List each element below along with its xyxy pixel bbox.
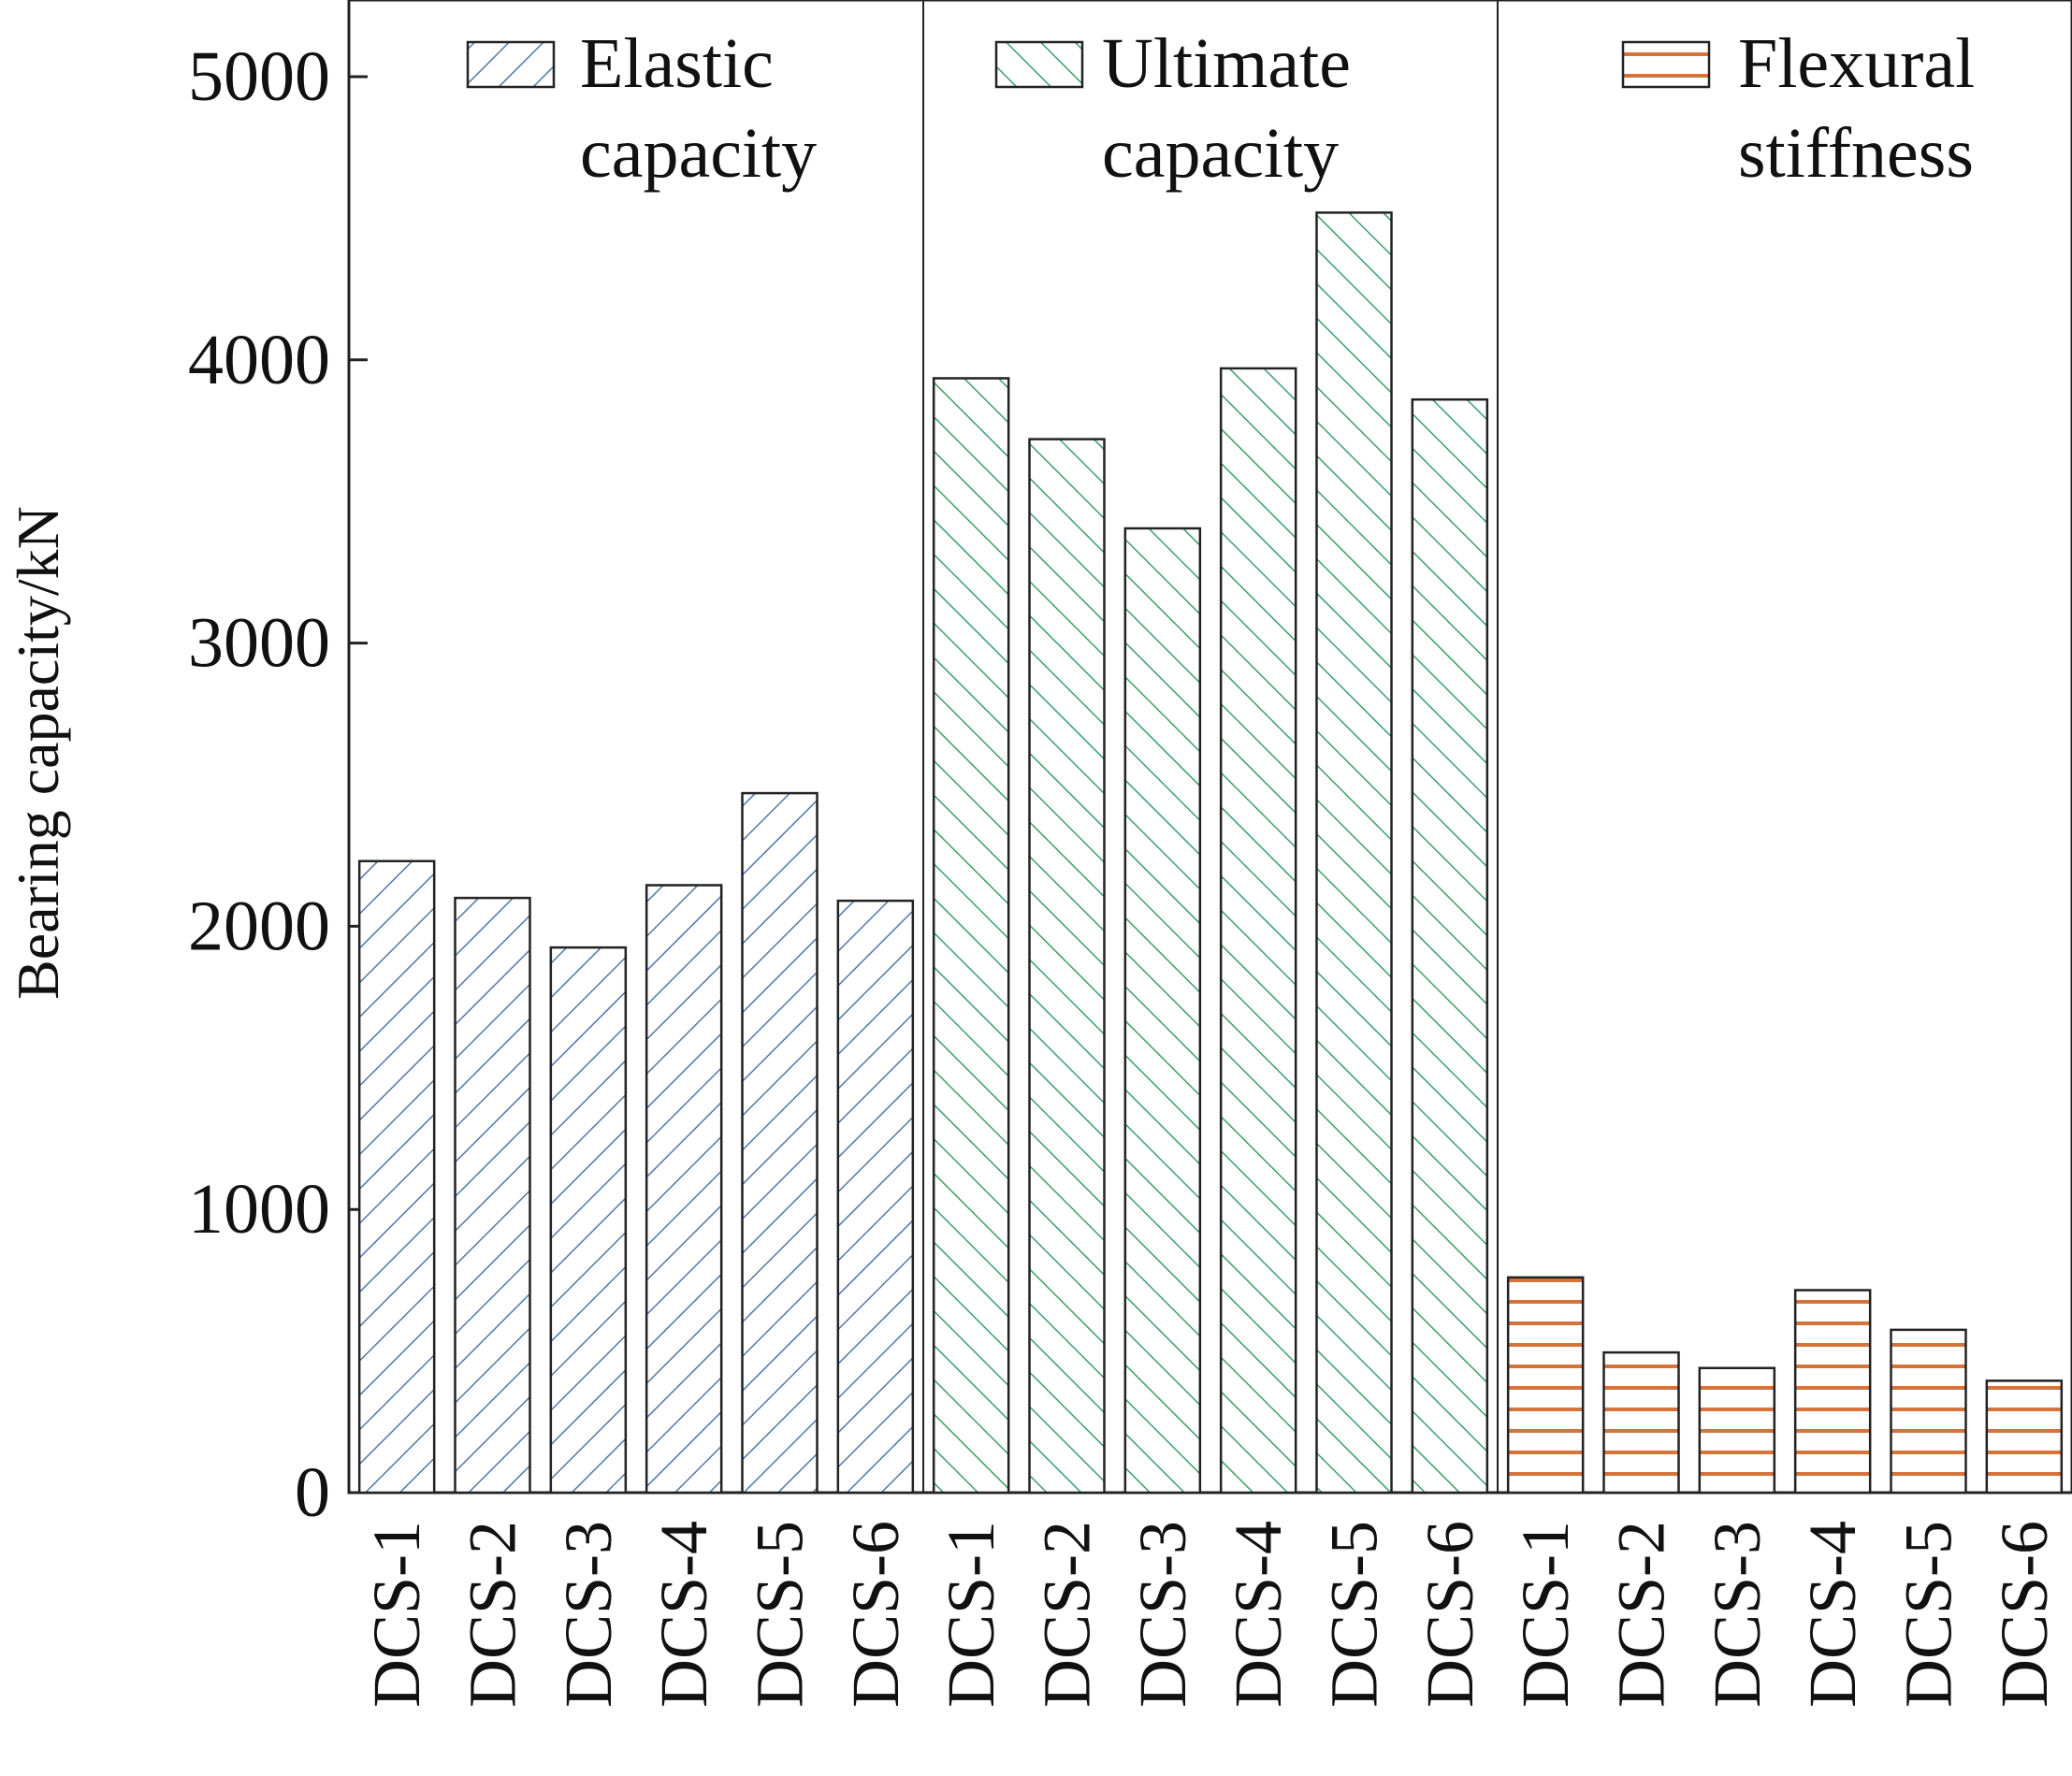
bar: [1028, 438, 1106, 1494]
bar: [1890, 1328, 1967, 1494]
legend-swatch: [1621, 40, 1711, 89]
legend-label: Flexural: [1738, 24, 1975, 103]
plot-border: [347, 0, 2072, 1494]
x-tick-label: DCS-6: [1987, 1521, 2062, 1708]
bar: [1123, 527, 1202, 1494]
legend: Elastic capacity Ultimate capacity Flexural s…: [466, 24, 1975, 193]
x-tick-label: DCS-5: [743, 1521, 818, 1708]
bar: [1698, 1366, 1776, 1494]
bars: [357, 211, 2064, 1494]
bar: [836, 899, 915, 1494]
x-tick-label: DCS-5: [1891, 1521, 1966, 1708]
bar: [741, 791, 819, 1494]
bar: [357, 859, 436, 1494]
bar: [645, 884, 723, 1494]
bar: [1506, 1276, 1585, 1494]
legend-entry: Flexural stiffness: [1621, 24, 1975, 193]
y-tick-label: 4000: [188, 321, 330, 399]
x-tick-label: DCS-2: [456, 1521, 530, 1708]
legend-label: stiffness: [1738, 114, 1974, 193]
x-tick-label: DCS-3: [1700, 1521, 1775, 1708]
x-tick-label: DCS-3: [551, 1521, 626, 1708]
legend-swatch: [994, 40, 1084, 89]
x-tick-label: DCS-4: [1221, 1521, 1296, 1708]
legend-label: Elastic: [580, 24, 774, 103]
y-tick-label: 0: [295, 1453, 330, 1532]
bar: [1793, 1289, 1872, 1494]
plot-frame: [347, 0, 2072, 1494]
bar: [549, 946, 628, 1494]
y-tick-label: 2000: [188, 887, 330, 965]
bar: [1411, 397, 1489, 1494]
legend-label: capacity: [580, 114, 817, 193]
x-tick-label: DCS-4: [1795, 1521, 1870, 1708]
bar: [454, 896, 531, 1494]
x-tick-label: DCS-3: [1125, 1521, 1200, 1708]
legend-entry: Elastic capacity: [466, 24, 817, 193]
x-tick-label: DCS-6: [838, 1521, 913, 1708]
legend-swatch: [466, 40, 556, 89]
x-tick-label: DCS-1: [359, 1521, 434, 1708]
y-axis-label: Bearing capacity/kN: [5, 506, 71, 1000]
x-tick-label: DCS-5: [1317, 1521, 1392, 1708]
bar: [1602, 1350, 1680, 1494]
legend-label: Ultimate: [1102, 24, 1351, 103]
y-tick-label: 3000: [188, 604, 330, 683]
x-tick-label: DCS-1: [934, 1521, 1008, 1708]
y-tick-label: 5000: [188, 37, 330, 116]
y-tick-label: 1000: [188, 1170, 330, 1249]
bar: [1985, 1379, 2064, 1494]
x-axis: DCS-1 DCS-2 DCS-3 DCS-4 DCS-5 DCS-6 DCS-1 DCS-2…: [359, 1521, 2062, 1708]
x-tick-label: DCS-2: [1604, 1521, 1679, 1708]
bar: [1219, 367, 1297, 1494]
x-tick-label: DCS-4: [646, 1521, 721, 1708]
x-tick-label: DCS-6: [1413, 1521, 1487, 1708]
y-axis: 0 1000 2000 3000 4000 5000: [188, 37, 368, 1532]
x-tick-label: DCS-2: [1030, 1521, 1105, 1708]
legend-entry: Ultimate capacity: [994, 24, 1351, 193]
bar: [1315, 211, 1393, 1494]
bar: [932, 377, 1010, 1494]
legend-label: capacity: [1102, 114, 1339, 193]
x-tick-label: DCS-1: [1508, 1521, 1583, 1708]
